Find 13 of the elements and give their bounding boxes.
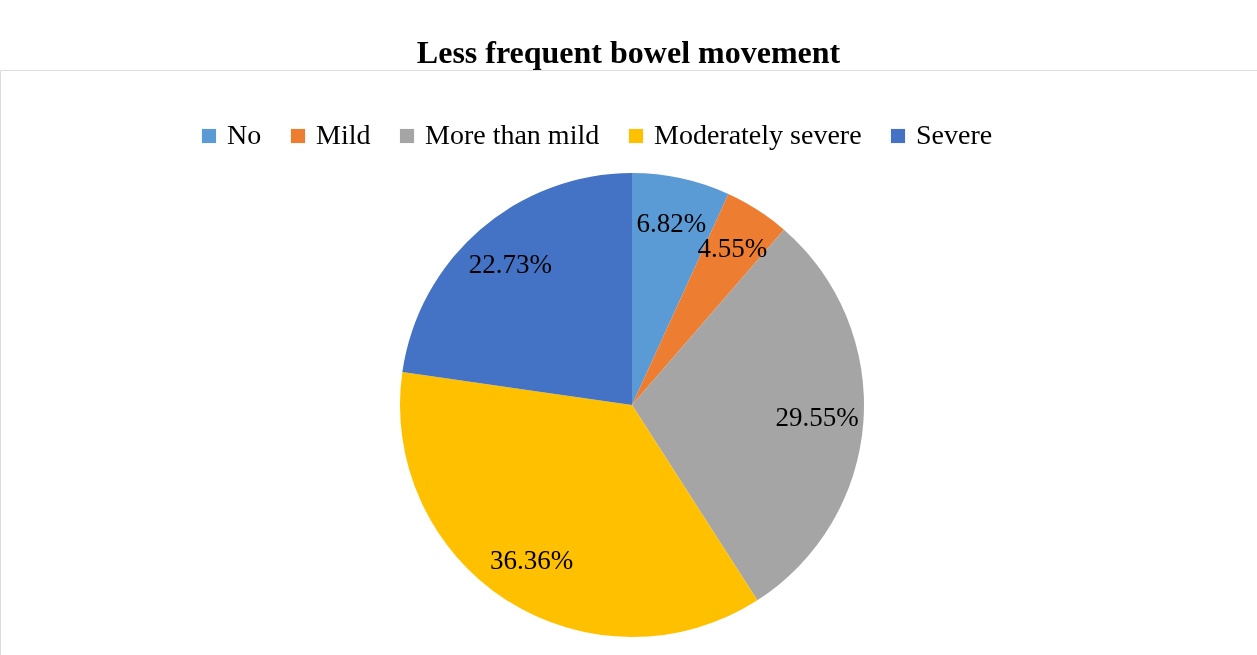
data-label: 22.73% bbox=[468, 248, 553, 279]
legend-label: More than mild bbox=[425, 119, 600, 150]
chart-title: Less frequent bowel movement bbox=[416, 34, 841, 70]
data-label: 6.82% bbox=[636, 207, 707, 238]
legend-label: Moderately severe bbox=[654, 119, 862, 150]
legend-label: No bbox=[227, 119, 262, 150]
pie-slice bbox=[402, 173, 632, 405]
pie-slice bbox=[400, 371, 758, 637]
pie-slice bbox=[632, 193, 784, 405]
data-label: 36.36% bbox=[490, 545, 574, 576]
legend-label: Mild bbox=[316, 119, 371, 150]
data-label: 29.55% bbox=[775, 402, 859, 433]
legend-label: Severe bbox=[916, 119, 993, 150]
